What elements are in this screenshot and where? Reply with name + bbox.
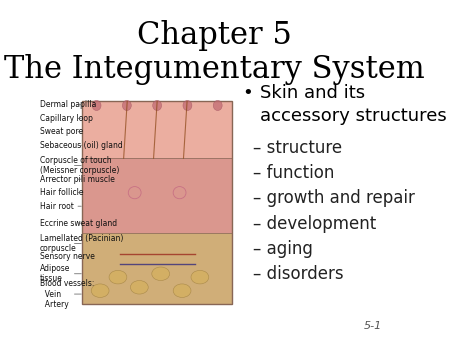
- Text: •: •: [243, 84, 253, 102]
- Text: 5-1: 5-1: [363, 321, 382, 331]
- Text: – growth and repair: – growth and repair: [253, 189, 415, 207]
- Ellipse shape: [152, 267, 170, 281]
- Text: Chapter 5: Chapter 5: [137, 20, 292, 51]
- Ellipse shape: [183, 100, 192, 111]
- Ellipse shape: [91, 284, 109, 297]
- Text: Lamellated (Pacinian)
corpuscle: Lamellated (Pacinian) corpuscle: [40, 234, 123, 253]
- Ellipse shape: [122, 100, 131, 111]
- Text: Capillary loop: Capillary loop: [40, 114, 92, 123]
- Text: Skin and its
accessory structures: Skin and its accessory structures: [261, 84, 447, 125]
- Text: Arrector pili muscle: Arrector pili muscle: [40, 175, 114, 184]
- Text: Sensory nerve: Sensory nerve: [40, 252, 94, 261]
- Ellipse shape: [109, 270, 127, 284]
- Text: Sweat pore: Sweat pore: [40, 127, 83, 136]
- Text: – development: – development: [253, 215, 377, 233]
- FancyBboxPatch shape: [82, 233, 232, 304]
- Text: The Integumentary System: The Integumentary System: [4, 54, 424, 85]
- Ellipse shape: [213, 100, 222, 111]
- Text: Hair root: Hair root: [40, 202, 73, 211]
- Ellipse shape: [173, 284, 191, 297]
- Text: – aging: – aging: [253, 240, 313, 258]
- FancyBboxPatch shape: [82, 158, 232, 233]
- Text: Hair follicle: Hair follicle: [40, 188, 83, 197]
- Ellipse shape: [130, 281, 148, 294]
- Text: – function: – function: [253, 164, 335, 182]
- Text: Corpuscle of touch
(Meissner corpuscle): Corpuscle of touch (Meissner corpuscle): [40, 156, 119, 175]
- Ellipse shape: [92, 100, 101, 111]
- Text: – structure: – structure: [253, 139, 342, 156]
- FancyBboxPatch shape: [82, 101, 232, 158]
- Text: Dermal papilla: Dermal papilla: [40, 100, 96, 109]
- Text: Adipose
tissue: Adipose tissue: [40, 264, 70, 284]
- Ellipse shape: [191, 270, 209, 284]
- Ellipse shape: [153, 100, 162, 111]
- Text: – disorders: – disorders: [253, 265, 344, 283]
- Text: Eccrine sweat gland: Eccrine sweat gland: [40, 219, 117, 227]
- Text: Sebaceous (oil) gland: Sebaceous (oil) gland: [40, 141, 122, 150]
- Text: Blood vessels:
  Vein
  Artery: Blood vessels: Vein Artery: [40, 279, 94, 309]
